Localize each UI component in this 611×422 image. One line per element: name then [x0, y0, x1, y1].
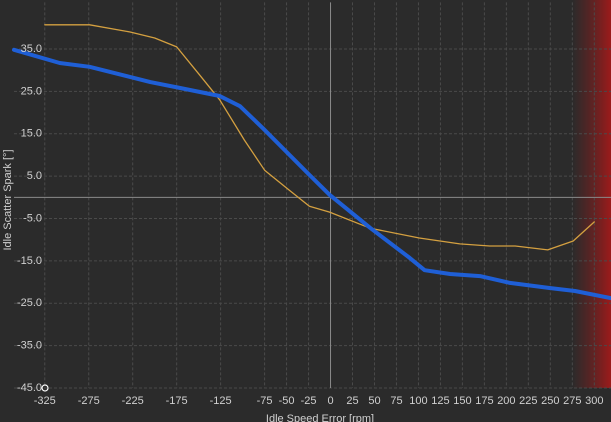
x-tick-label: 100	[409, 395, 427, 407]
limit-zone	[572, 0, 611, 388]
grid	[14, 2, 611, 389]
y-tick-label: -25.0	[17, 297, 42, 309]
x-tick-label: 200	[497, 395, 515, 407]
y-tick-label: 35.0	[21, 43, 42, 55]
x-tick-label: 225	[519, 395, 537, 407]
x-tick-label: -75	[257, 395, 273, 407]
x-tick-label: -325	[34, 395, 56, 407]
x-tick-label: 275	[563, 395, 581, 407]
y-tick-label: -15.0	[17, 255, 42, 267]
x-tick-label: 175	[475, 395, 493, 407]
y-tick-label: -45.0	[17, 382, 42, 394]
x-tick-label: -50	[279, 395, 295, 407]
y-tick-label: 5.0	[27, 170, 42, 182]
x-tick-label: 250	[541, 395, 559, 407]
y-axis-label: Idle Scatter Spark [°]	[2, 150, 14, 251]
x-tick-label: -225	[122, 395, 144, 407]
x-tick-label: 25	[346, 395, 358, 407]
y-tick-label: 25.0	[21, 85, 42, 97]
x-tick-label: 300	[585, 395, 603, 407]
x-tick-label: -275	[78, 395, 100, 407]
y-tick-label: -35.0	[17, 340, 42, 352]
x-tick-label: -125	[210, 395, 232, 407]
y-tick-label: -5.0	[23, 212, 42, 224]
series-line	[44, 24, 595, 251]
x-tick-label: 125	[431, 395, 449, 407]
series-line	[12, 47, 611, 301]
x-tick-label: 150	[453, 395, 471, 407]
x-tick-label: 75	[390, 395, 402, 407]
origin-marker	[41, 384, 49, 392]
x-tick-label: -25	[301, 395, 317, 407]
x-tick-label: -175	[166, 395, 188, 407]
lines	[12, 24, 611, 301]
y-tick-label: 15.0	[21, 128, 42, 140]
x-tick-label: 50	[368, 395, 380, 407]
x-tick-label: 0	[327, 395, 333, 407]
x-axis-label: Idle Speed Error [rpm]	[266, 413, 374, 422]
